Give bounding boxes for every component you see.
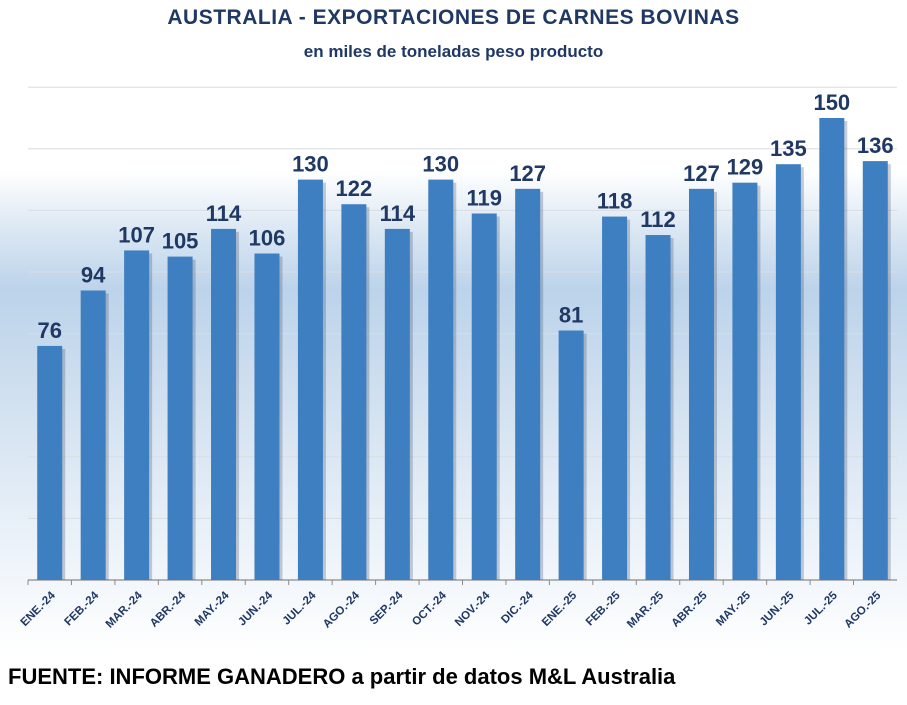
bar bbox=[37, 345, 63, 580]
data-label: 76 bbox=[37, 318, 61, 343]
data-label: 135 bbox=[770, 136, 807, 161]
x-tick-label: MAY.-25 bbox=[714, 589, 753, 628]
bar bbox=[297, 179, 323, 580]
data-label: 106 bbox=[249, 226, 286, 251]
source-note: FUENTE: INFORME GANADERO a partir de dat… bbox=[8, 664, 676, 689]
bar bbox=[471, 213, 497, 581]
data-label: 130 bbox=[422, 152, 459, 177]
data-label: 107 bbox=[118, 222, 155, 247]
x-tick-label: JUN.-24 bbox=[236, 589, 275, 628]
data-label: 136 bbox=[857, 133, 894, 158]
x-tick-label: NOV.-24 bbox=[453, 589, 493, 629]
bar bbox=[124, 250, 150, 580]
x-tick-label: AGO.-25 bbox=[842, 589, 883, 630]
data-label: 150 bbox=[813, 90, 850, 115]
bar bbox=[775, 164, 801, 580]
data-label: 94 bbox=[81, 262, 106, 287]
chart-title: AUSTRALIA - EXPORTACIONES DE CARNES BOVI… bbox=[167, 6, 740, 29]
x-tick-label: FEB.-25 bbox=[584, 589, 623, 628]
data-label: 127 bbox=[509, 161, 546, 186]
x-tick-label: ENE.-25 bbox=[540, 589, 580, 629]
data-label: 81 bbox=[559, 303, 583, 328]
data-label: 114 bbox=[380, 201, 416, 226]
bar bbox=[254, 253, 280, 580]
x-tick-label: ENE.-24 bbox=[19, 589, 59, 629]
bar bbox=[862, 161, 888, 580]
x-tick-label: SEP.-24 bbox=[368, 589, 406, 627]
x-tick-label: MAR.-25 bbox=[625, 589, 666, 630]
bar bbox=[211, 228, 237, 580]
bar bbox=[732, 182, 758, 580]
bar-chart: 76 ENE.-24 94 FEB.-24 107 MAR.-24 105 ABR.-24 11… bbox=[19, 86, 897, 631]
x-tick-label: JUL.-24 bbox=[281, 589, 319, 627]
chart-subtitle: en miles de toneladas peso producto bbox=[303, 42, 604, 61]
bar bbox=[688, 188, 714, 580]
bar bbox=[515, 188, 541, 580]
bar bbox=[384, 228, 410, 580]
x-tick-label: MAR.-24 bbox=[104, 589, 145, 630]
x-tick-label: ABR.-24 bbox=[148, 589, 189, 630]
data-label: 114 bbox=[206, 201, 242, 226]
x-tick-label: JUN.-25 bbox=[758, 589, 797, 628]
data-label: 130 bbox=[292, 152, 329, 177]
x-tick-label: DIC.-24 bbox=[499, 589, 536, 626]
x-tick-label: JUL.-25 bbox=[802, 589, 840, 627]
x-tick-label: OCT.-24 bbox=[410, 589, 449, 628]
bar bbox=[341, 204, 367, 581]
bar bbox=[167, 256, 193, 580]
bar bbox=[428, 179, 454, 580]
x-tick-label: AGO.-24 bbox=[321, 589, 362, 630]
bar bbox=[558, 330, 584, 580]
data-label: 122 bbox=[336, 176, 373, 201]
data-label: 129 bbox=[727, 155, 764, 180]
data-label: 119 bbox=[466, 185, 502, 210]
data-label: 127 bbox=[683, 161, 720, 186]
x-tick-label: MAY.-24 bbox=[193, 589, 232, 628]
bar bbox=[645, 235, 671, 581]
bar bbox=[819, 118, 845, 580]
bar bbox=[602, 216, 628, 580]
bar bbox=[80, 290, 106, 580]
x-tick-label: ABR.-25 bbox=[669, 589, 710, 630]
data-label: 118 bbox=[597, 189, 633, 214]
x-tick-label: FEB.-24 bbox=[63, 589, 102, 628]
data-label: 105 bbox=[162, 229, 199, 254]
data-label: 112 bbox=[640, 207, 676, 232]
